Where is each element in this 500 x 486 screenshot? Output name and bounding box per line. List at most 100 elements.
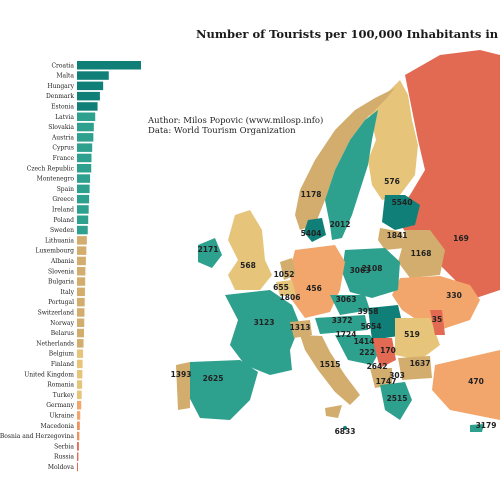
bar <box>77 194 90 204</box>
bar <box>77 442 79 451</box>
bar-label: France <box>53 155 75 162</box>
bar-label: Norway <box>50 320 74 327</box>
bar-label: United Kingdom <box>24 371 74 378</box>
country-value-label: 1414 <box>354 337 375 346</box>
country-value-label: 330 <box>446 291 462 300</box>
country-value-label: 5540 <box>392 198 413 207</box>
bar-label: Czech Republic <box>27 165 75 172</box>
bar <box>77 267 86 276</box>
region-portugal <box>176 362 190 410</box>
bar <box>77 122 94 132</box>
bar-label: Germany <box>46 402 74 409</box>
country-value-label: 303 <box>389 371 405 380</box>
bar-label: Italy <box>60 289 74 296</box>
region-greece <box>380 382 412 420</box>
country-value-label: 2642 <box>367 362 388 371</box>
bar <box>77 411 81 420</box>
country-value-label: 1178 <box>301 190 322 199</box>
bar-label: Estonia <box>51 104 74 111</box>
region-finland <box>368 80 418 200</box>
region-netherlands <box>280 258 296 280</box>
bar-label: Moldova <box>48 464 75 471</box>
country-value-label: 1806 <box>280 293 301 302</box>
country-value-label: 170 <box>380 346 396 355</box>
bar <box>77 246 87 255</box>
country-value-label: 1747 <box>376 377 397 386</box>
region-belarus <box>398 230 445 278</box>
country-value-label: 1515 <box>320 360 341 369</box>
country-value-label: 2171 <box>198 245 219 254</box>
country-value-label: 519 <box>404 330 420 339</box>
bar <box>77 205 89 214</box>
country-value-label: 2012 <box>330 220 351 229</box>
bar-label: Croatia <box>51 62 74 69</box>
region-bulgaria <box>398 356 432 380</box>
region-spain <box>188 360 258 420</box>
region-denmark <box>304 218 326 242</box>
region-norway <box>295 88 395 230</box>
region-lithuania <box>378 228 405 250</box>
bar <box>77 91 100 101</box>
bar <box>77 380 83 389</box>
region-italy <box>300 335 360 405</box>
bar-label: Ireland <box>52 207 74 214</box>
map-title: Number of Tourists per 100,000 Inhabitan… <box>196 27 500 41</box>
bar-label: Latvia <box>55 114 74 121</box>
bar-label: Montenegro <box>37 176 75 183</box>
bar-label: Portugal <box>48 299 74 306</box>
bar <box>77 339 84 348</box>
bar-label: Poland <box>53 217 74 224</box>
country-value-label: 6833 <box>335 427 356 436</box>
bar-label: Albania <box>50 258 74 265</box>
region-sweden <box>325 110 378 240</box>
region-moldova <box>430 310 445 335</box>
bar <box>77 236 87 245</box>
data-source: Data: World Tourism Organization <box>148 126 296 136</box>
bar <box>77 71 109 80</box>
bar-label: Slovakia <box>48 124 74 131</box>
bar <box>77 390 82 400</box>
bar-label: Hungary <box>47 83 74 90</box>
bar <box>77 164 92 173</box>
bar <box>77 184 90 194</box>
country-value-label: 1168 <box>411 249 432 258</box>
country-value-label: 2625 <box>203 374 224 383</box>
country-value-label: 169 <box>453 234 469 243</box>
bar-label: Denmark <box>46 93 74 100</box>
country-value-label: 1724 <box>336 330 357 339</box>
bar <box>77 359 83 369</box>
bar <box>77 297 85 307</box>
country-value-label: 1637 <box>410 359 431 368</box>
bar <box>77 400 82 410</box>
country-value-label: 456 <box>306 284 322 293</box>
bar <box>77 318 85 327</box>
region-turkey <box>432 350 500 420</box>
region-ukraine <box>392 276 480 330</box>
country-value-label: 5404 <box>301 229 322 238</box>
country-value-label: 1052 <box>274 270 295 279</box>
bar <box>77 349 84 358</box>
bar <box>77 112 96 121</box>
bar-label: Ukraine <box>50 413 75 420</box>
bar-label: Slovenia <box>48 268 74 275</box>
country-value-label: 222 <box>359 348 375 357</box>
bar <box>77 431 80 441</box>
bar <box>77 61 141 70</box>
bar <box>77 256 86 266</box>
bar <box>77 143 93 152</box>
bar-label: Switzerland <box>38 310 75 317</box>
bar-label: Macedonia <box>41 423 75 430</box>
bar <box>77 370 83 379</box>
bar-label: Spain <box>57 186 74 193</box>
country-value-label: 1841 <box>387 231 408 240</box>
region-switzerland <box>290 320 312 338</box>
bar <box>77 421 80 430</box>
bar-label: Turkey <box>53 392 75 399</box>
region-ireland <box>198 238 222 268</box>
country-value-label: 3123 <box>254 318 275 327</box>
region-poland <box>342 248 400 298</box>
bar-chart: Croatia Malta Hungary Denmark Estonia Latvia S… <box>0 61 141 472</box>
author-credit: Author: Milos Popovic (www.milosp.info) <box>148 116 324 126</box>
